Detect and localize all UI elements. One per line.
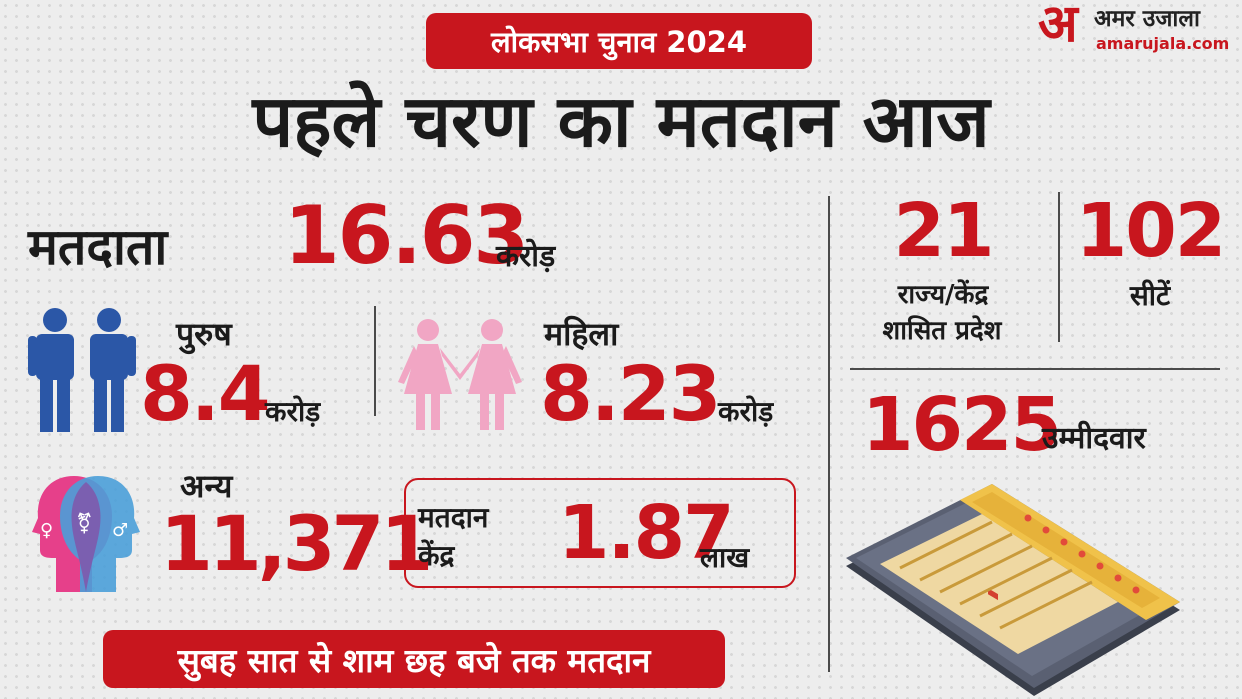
- voting-time-banner: सुबह सात से शाम छह बजे तक मतदान: [103, 630, 725, 688]
- evm-machine-icon: [846, 484, 1180, 696]
- main-column-divider: [828, 196, 830, 672]
- svg-text:⚧: ⚧: [76, 511, 93, 535]
- page-title: पहले चरण का मतदान आज: [252, 79, 990, 163]
- logo-site: amarujala.com: [1096, 34, 1230, 53]
- polling-centres-unit: लाख: [700, 541, 750, 574]
- states-seats-divider: [1058, 192, 1060, 342]
- candidates-label: उम्मीदवार: [1042, 421, 1146, 456]
- candidates-value: 1625: [862, 382, 1062, 468]
- gender-faces-icon: ♀ ⚧ ♂: [32, 476, 140, 592]
- svg-text:♀: ♀: [40, 520, 53, 541]
- logo-mark: अ: [1038, 0, 1078, 54]
- election-badge: लोकसभा चुनाव 2024: [426, 13, 812, 69]
- voters-value: 16.63: [284, 189, 529, 282]
- male-value: 8.4: [140, 349, 271, 438]
- polling-centres-box: [404, 478, 796, 588]
- male-figures-icon: [28, 308, 136, 432]
- seats-value: 102: [1075, 188, 1226, 274]
- states-label-1: राज्य/केंद्र: [897, 280, 989, 310]
- female-value: 8.23: [540, 349, 722, 438]
- polling-centres-label-2: केंद्र: [418, 539, 455, 572]
- male-unit: करोड़: [265, 395, 321, 428]
- voting-time-text: सुबह सात से शाम छह बजे तक मतदान: [177, 640, 651, 680]
- polling-centres-label-1: मतदान: [418, 501, 489, 534]
- polling-centres-value: 1.87: [558, 490, 735, 576]
- states-label-2: शासित प्रदेश: [882, 316, 1002, 346]
- male-label: पुरुष: [176, 315, 232, 353]
- male-female-divider: [374, 306, 376, 416]
- svg-text:♂: ♂: [112, 520, 128, 541]
- female-label: महिला: [544, 315, 619, 353]
- election-badge-text: लोकसभा चुनाव 2024: [491, 24, 747, 59]
- states-value: 21: [893, 188, 995, 274]
- right-column-divider: [850, 368, 1220, 370]
- seats-label: सीटें: [1129, 279, 1171, 312]
- female-unit: करोड़: [718, 395, 774, 428]
- others-value: 11,371: [160, 499, 433, 588]
- voters-label: मतदाता: [28, 218, 168, 276]
- others-label: अन्य: [180, 467, 233, 505]
- logo-name: अमर उजाला: [1094, 6, 1200, 32]
- voters-unit: करोड़: [496, 239, 556, 274]
- female-figures-icon: [398, 319, 522, 430]
- amar-ujala-logo: अ अमर उजाला amarujala.com: [1038, 0, 1238, 64]
